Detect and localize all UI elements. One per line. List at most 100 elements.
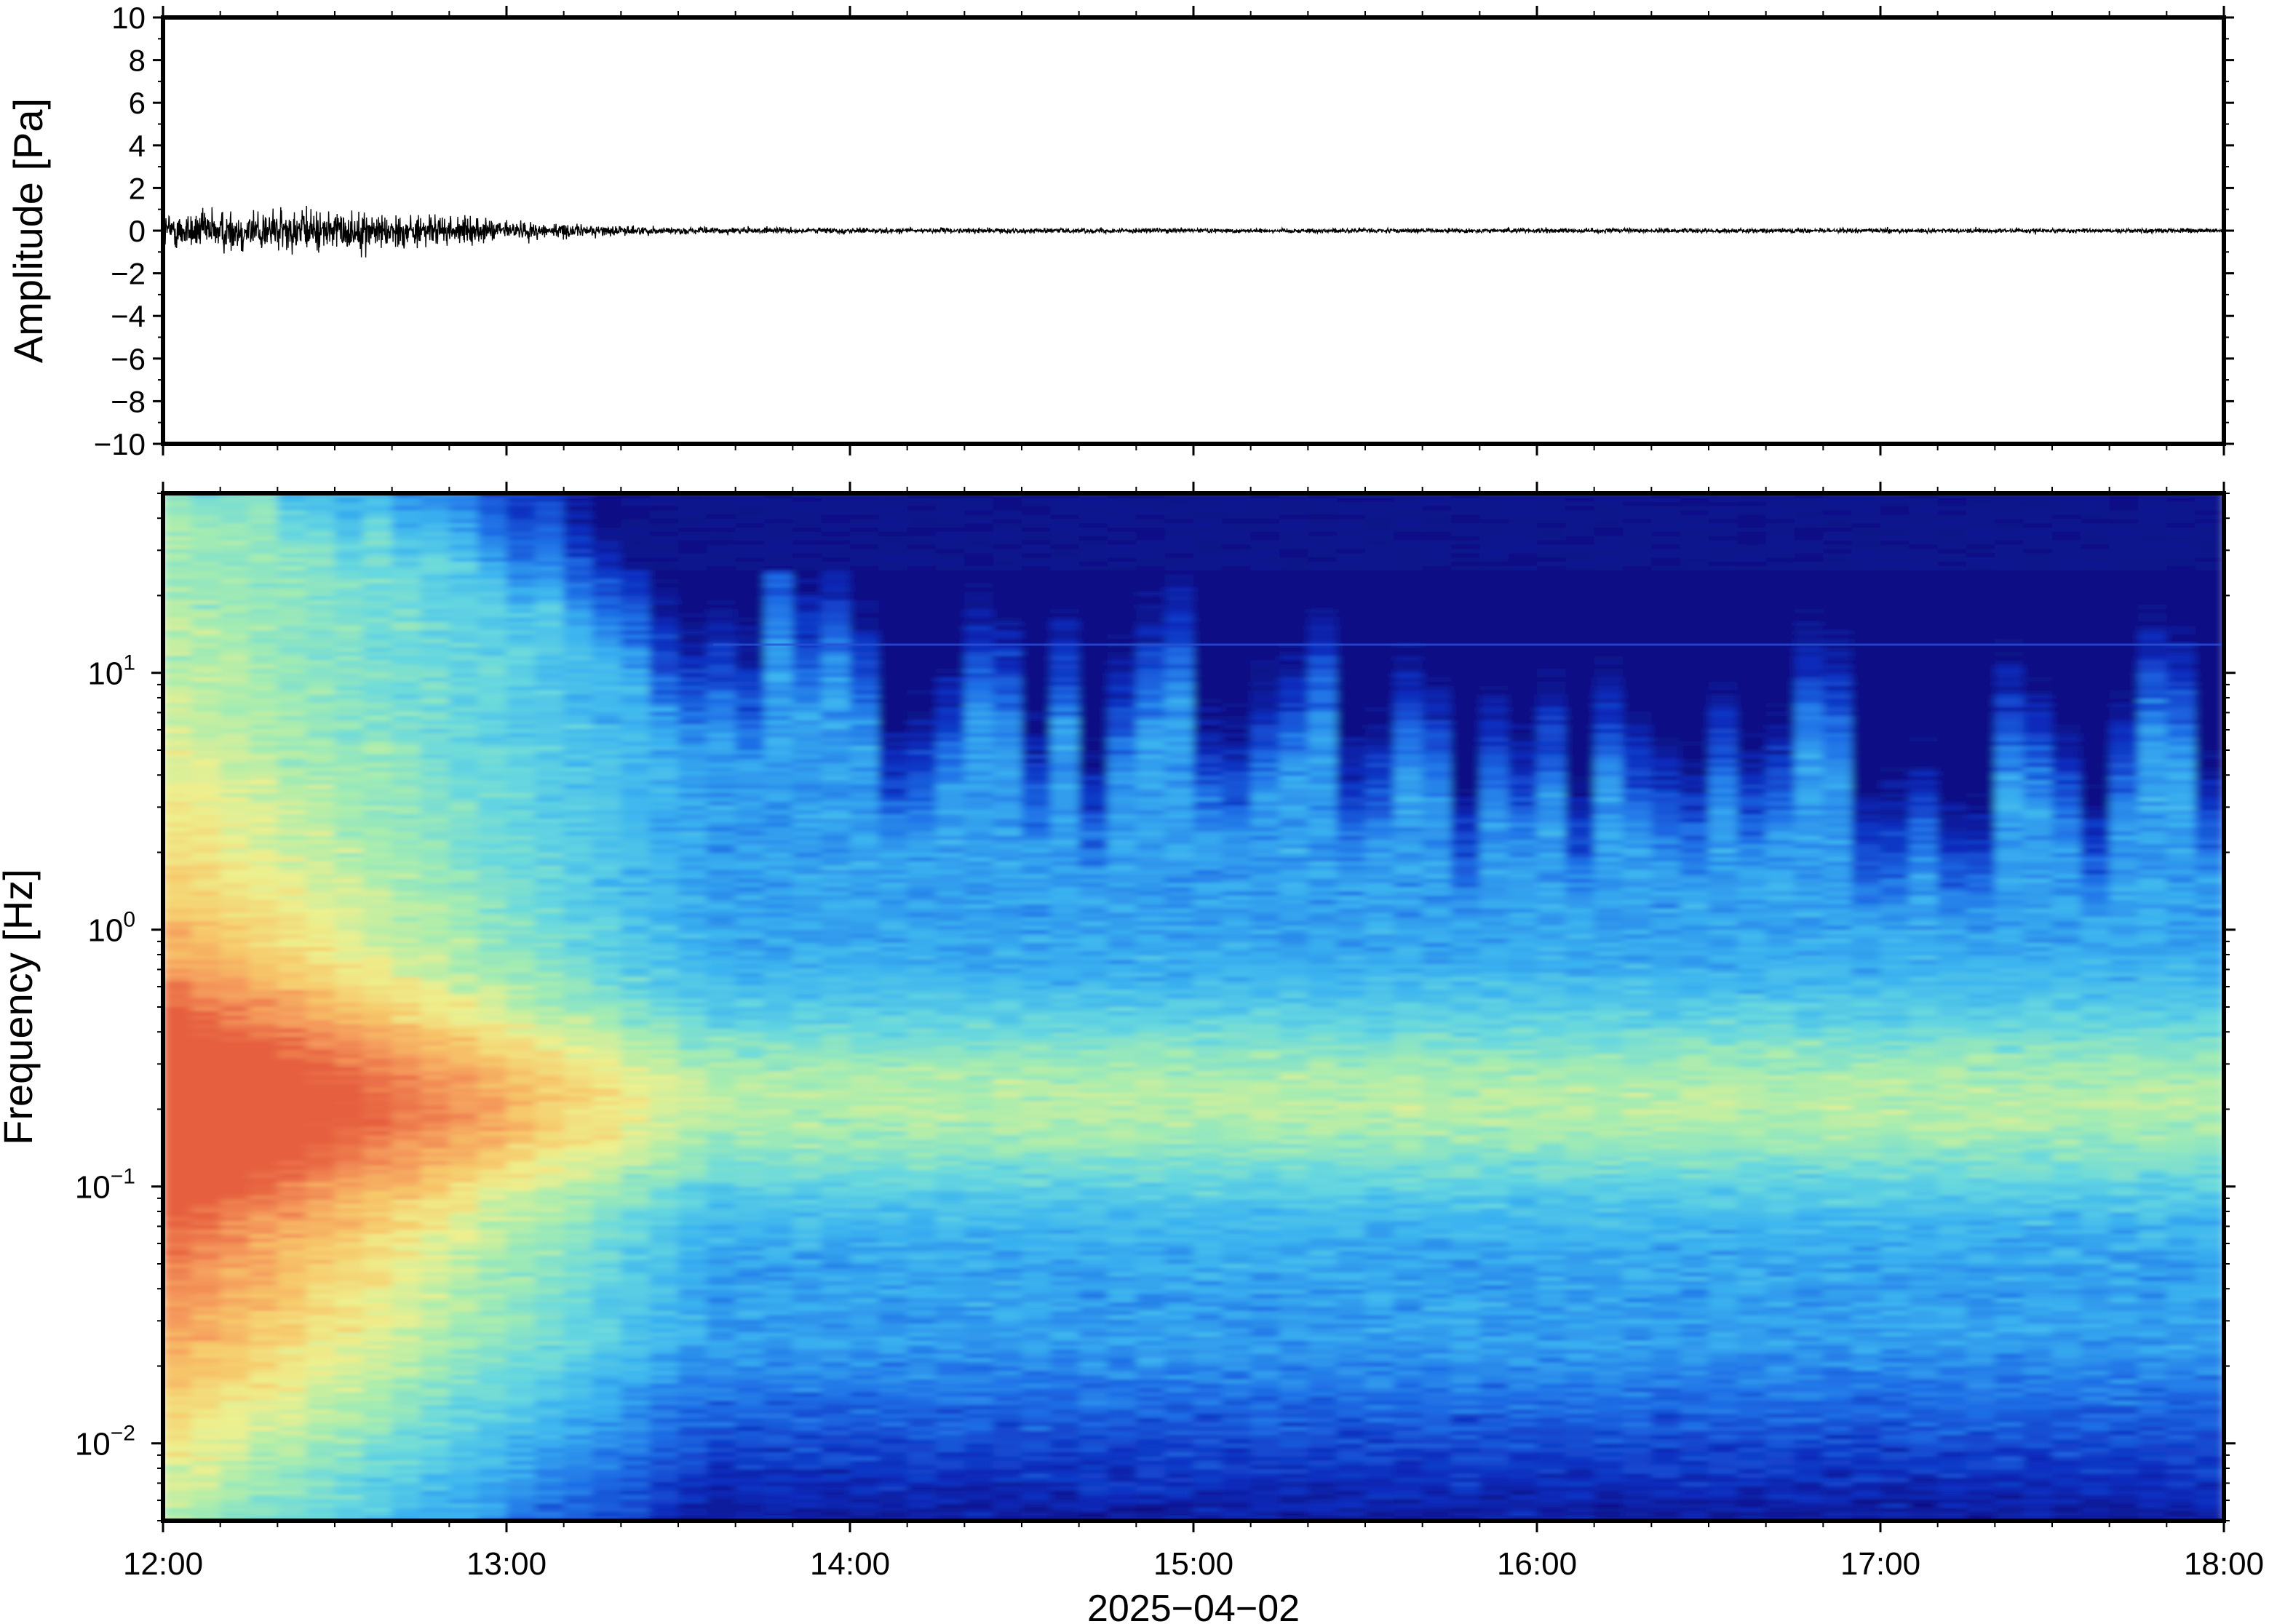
spectrogram-cell — [306, 1093, 335, 1098]
spectrogram-cell — [564, 1139, 593, 1145]
spectrogram-cell — [191, 669, 220, 674]
spectrogram-cell — [191, 1264, 220, 1269]
spectrogram-cell — [592, 600, 621, 605]
spectrogram-cell — [478, 1178, 507, 1183]
spectrogram-cell — [392, 720, 421, 725]
spectrogram-cell — [220, 819, 250, 824]
spectrogram-cell — [277, 1212, 306, 1217]
y-tick-label: −8 — [111, 384, 146, 418]
spectrogram-cell — [621, 1063, 650, 1068]
spectrogram-cell — [707, 1414, 736, 1419]
spectrogram-cell — [277, 1366, 306, 1372]
spectrogram-cell — [392, 1110, 421, 1115]
spectrogram-cell — [335, 1473, 364, 1478]
spectrogram-cell — [707, 909, 736, 914]
spectrogram-cell — [650, 716, 679, 721]
spectrogram-cell — [449, 917, 478, 922]
spectrogram-cell — [506, 1495, 536, 1500]
spectrogram-cell — [392, 1298, 421, 1303]
spectrogram-cell — [335, 698, 364, 704]
spectrogram-cell — [564, 1427, 593, 1432]
spectrogram-cell — [707, 1504, 736, 1509]
spectrogram-cell — [678, 1504, 707, 1509]
spectrogram-cell — [592, 1195, 621, 1201]
spectrogram-cell — [449, 1409, 478, 1414]
spectrogram-cell — [535, 1166, 564, 1171]
spectrogram-cell — [564, 677, 593, 682]
spectrogram-cell — [535, 1182, 564, 1187]
spectrogram-cell — [621, 1234, 650, 1239]
spectrogram-cell — [592, 917, 621, 922]
spectrogram-cell — [191, 1182, 220, 1187]
spectrogram-cell — [306, 973, 335, 978]
spectrogram-cell — [335, 712, 364, 717]
spectrogram-cell — [506, 682, 536, 687]
spectrogram-cell — [335, 823, 364, 828]
spectrogram-cell — [163, 1182, 192, 1187]
spectrogram-cell — [506, 1444, 536, 1449]
spectrogram-cell — [421, 677, 450, 682]
spectrogram-cell — [191, 955, 220, 960]
spectrogram-cell — [506, 1178, 536, 1183]
spectrogram-cell — [678, 904, 707, 909]
spectrogram-cell — [449, 840, 478, 845]
spectrogram-cell — [564, 827, 593, 832]
spectrogram-cell — [335, 1157, 364, 1162]
spectrogram-cell — [707, 973, 736, 978]
spectrogram-cell — [277, 780, 306, 785]
spectrogram-cell — [564, 904, 593, 909]
spectrogram-cell — [277, 605, 306, 610]
spectrogram-cell — [564, 844, 593, 849]
spectrogram-cell — [535, 1046, 564, 1051]
spectrogram-cell — [392, 986, 421, 991]
spectrogram-cell — [220, 1452, 250, 1457]
spectrogram-cell — [650, 1153, 679, 1158]
spectrogram-cell — [478, 1281, 507, 1286]
spectrogram-cell — [363, 549, 392, 554]
spectrogram-cell — [163, 1075, 192, 1080]
spectrogram-cell — [191, 1080, 220, 1085]
spectrogram-cell — [421, 1110, 450, 1115]
spectrogram-cell — [707, 1281, 736, 1286]
spectrogram-cell — [363, 1204, 392, 1209]
spectrogram-cell — [306, 1174, 335, 1179]
spectrogram-cell — [564, 669, 593, 674]
spectrogram-cell — [191, 806, 220, 811]
spectrogram-cell — [306, 1046, 335, 1051]
spectrogram-cell — [421, 1238, 450, 1243]
spectrogram-cell — [478, 1315, 507, 1321]
spectrogram-cell — [736, 690, 765, 696]
spectrogram-cell — [163, 1204, 192, 1209]
spectrogram-cell — [163, 1414, 192, 1419]
spectrogram-cell — [335, 1209, 364, 1214]
spectrogram-cell — [363, 793, 392, 798]
spectrogram-cell — [621, 690, 650, 696]
spectrogram-cell — [421, 1234, 450, 1239]
spectrogram-cell — [306, 939, 335, 944]
spectrogram-cell — [650, 1465, 679, 1470]
spectrogram-cell — [678, 1512, 707, 1517]
spectrogram-cell — [707, 562, 736, 567]
spectrogram-cell — [163, 1371, 192, 1376]
spectrogram-cell — [506, 545, 536, 550]
spectrogram-cell — [306, 1396, 335, 1401]
spectrogram-cell — [506, 1285, 536, 1290]
spectrogram-cell — [650, 844, 679, 849]
spectrogram-cell — [191, 1324, 220, 1329]
spectrogram-cell — [678, 1209, 707, 1214]
spectrogram-cell — [277, 904, 306, 909]
spectrogram-cell — [163, 1427, 192, 1432]
spectrogram-cell — [478, 1298, 507, 1303]
spectrogram-cell — [220, 1366, 250, 1372]
spectrogram-cell — [535, 720, 564, 725]
spectrogram-cell — [592, 1409, 621, 1414]
spectrogram-cell — [220, 768, 250, 773]
spectrogram-cell — [707, 1110, 736, 1115]
spectrogram-cell — [678, 690, 707, 696]
spectrogram-cell — [421, 1465, 450, 1470]
spectrogram-cell — [421, 1418, 450, 1423]
spectrogram-cell — [392, 1396, 421, 1401]
spectrogram-cell — [306, 634, 335, 640]
spectrogram-cell — [335, 998, 364, 1003]
spectrogram-cell — [306, 994, 335, 999]
